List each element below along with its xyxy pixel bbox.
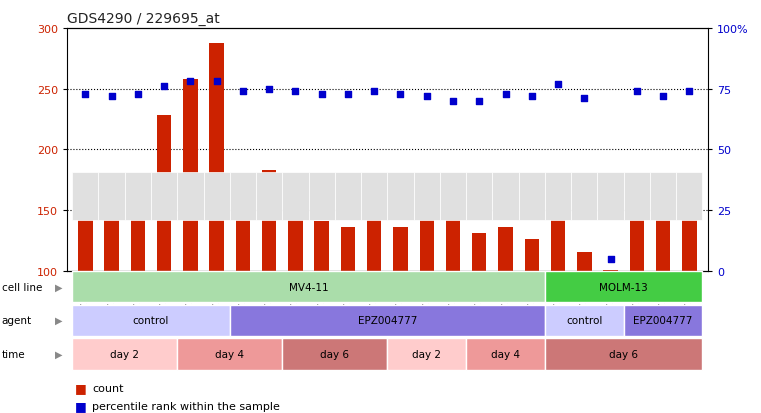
Bar [603, 270, 618, 393]
Text: ■: ■ [75, 381, 86, 394]
Bar [288, 207, 303, 393]
Text: percentile rank within the sample: percentile rank within the sample [92, 401, 280, 411]
Bar [393, 228, 408, 393]
Bar [341, 228, 355, 393]
Point [106, 93, 118, 100]
Bar [236, 190, 250, 393]
Point [604, 256, 616, 263]
Point [263, 86, 275, 93]
Point [132, 91, 144, 97]
Text: agent: agent [2, 316, 32, 325]
Point [578, 96, 591, 102]
Text: day 6: day 6 [320, 349, 349, 359]
Point [657, 93, 669, 100]
Bar [314, 222, 329, 393]
Bar [629, 195, 644, 393]
Bar [209, 43, 224, 393]
Point [526, 93, 538, 100]
Point [552, 81, 564, 88]
Text: EPZ004777: EPZ004777 [633, 316, 693, 325]
Point [342, 91, 354, 97]
Text: ▶: ▶ [55, 316, 62, 325]
Point [683, 89, 696, 95]
Bar [524, 240, 539, 393]
Point [394, 91, 406, 97]
Point [421, 93, 433, 100]
Text: day 6: day 6 [610, 349, 638, 359]
Text: time: time [2, 349, 25, 359]
Point [631, 89, 643, 95]
Text: GDS4290 / 229695_at: GDS4290 / 229695_at [67, 12, 220, 26]
Point [184, 79, 196, 85]
Point [316, 91, 328, 97]
Text: count: count [92, 383, 123, 393]
Text: EPZ004777: EPZ004777 [358, 316, 417, 325]
Bar [682, 180, 696, 393]
Bar [104, 217, 119, 393]
Text: day 2: day 2 [412, 349, 441, 359]
Text: ▶: ▶ [55, 282, 62, 292]
Bar [131, 205, 145, 393]
Text: cell line: cell line [2, 282, 42, 292]
Point [211, 79, 223, 85]
Bar [577, 252, 591, 393]
Text: MOLM-13: MOLM-13 [600, 282, 648, 292]
Bar [472, 234, 486, 393]
Point [368, 89, 380, 95]
Bar [262, 171, 276, 393]
Bar [446, 213, 460, 393]
Bar [78, 207, 93, 393]
Point [499, 91, 511, 97]
Text: day 2: day 2 [110, 349, 139, 359]
Text: ▶: ▶ [55, 349, 62, 359]
Bar [551, 219, 565, 393]
Text: control: control [133, 316, 169, 325]
Point [447, 98, 459, 105]
Point [158, 84, 170, 90]
Text: MV4-11: MV4-11 [288, 282, 329, 292]
Point [79, 91, 91, 97]
Point [237, 89, 249, 95]
Bar [656, 217, 670, 393]
Bar [183, 80, 198, 393]
Text: control: control [566, 316, 603, 325]
Bar [157, 116, 171, 393]
Bar [419, 208, 434, 393]
Bar [367, 205, 381, 393]
Text: day 4: day 4 [215, 349, 244, 359]
Bar [498, 228, 513, 393]
Text: ■: ■ [75, 399, 86, 413]
Point [473, 98, 486, 105]
Point [289, 89, 301, 95]
Text: day 4: day 4 [491, 349, 520, 359]
